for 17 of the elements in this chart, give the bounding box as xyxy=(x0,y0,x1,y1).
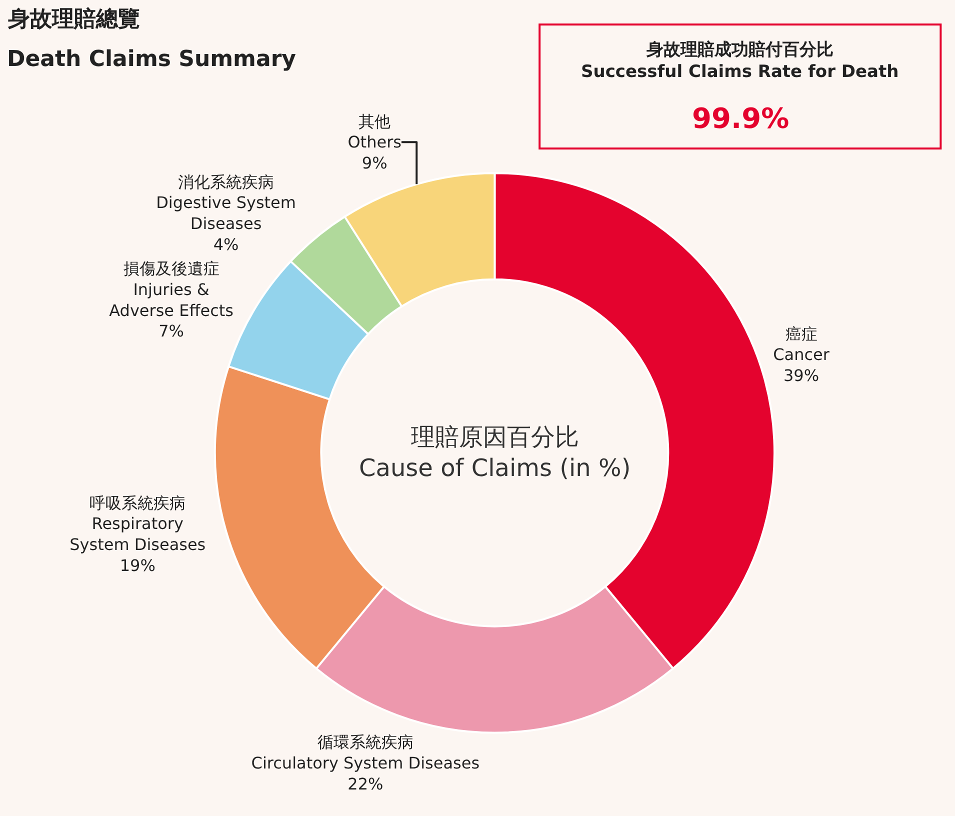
data-label: 9% xyxy=(362,153,388,172)
data-label: 4% xyxy=(213,234,239,254)
text: 99.9% xyxy=(692,102,790,135)
slice-label: 消化系統疾病 Digestive System Diseases xyxy=(156,172,296,234)
slice-label: 其他 Others xyxy=(348,112,402,152)
slice-label: 循環系統疾病 Circulatory System Diseases xyxy=(251,732,480,772)
data-label: 39% xyxy=(784,366,820,385)
chart-subtitle: Death Claims Summary xyxy=(7,47,296,72)
data-label: 22% xyxy=(348,774,384,794)
text: 理賠原因百分比 Cause of Claims (in %) xyxy=(359,423,631,482)
slice-label: 損傷及後遺症 Injuries & Adverse Effects xyxy=(109,259,234,320)
data-label: 7% xyxy=(158,322,184,341)
slice-label: 癌症 Cancer xyxy=(773,324,830,364)
text: 身故理賠成功賠付百分比 Successful Claims Rate for Death xyxy=(581,40,899,82)
slice-label: 呼吸系統疾病 Respiratory System Diseases xyxy=(70,493,206,554)
data-label: 19% xyxy=(120,556,156,575)
chart-title: 身故理賠總覽 xyxy=(7,6,140,32)
